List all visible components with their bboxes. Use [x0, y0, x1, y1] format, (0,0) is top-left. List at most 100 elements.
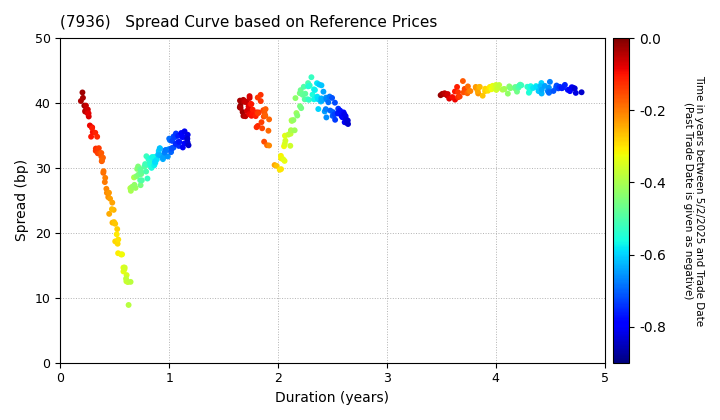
Point: [240, 113, 251, 120]
Point: [135, 170, 147, 176]
Point: [324, 93, 336, 100]
Point: [112, 240, 123, 247]
Point: [259, 112, 271, 118]
Point: [264, 116, 275, 123]
Point: [289, 127, 300, 134]
Point: [295, 105, 307, 111]
Point: [338, 109, 349, 116]
Point: [516, 82, 527, 89]
Point: [107, 219, 118, 226]
Point: [510, 84, 521, 90]
Point: [279, 140, 291, 147]
Point: [279, 158, 290, 164]
Point: [459, 86, 470, 92]
Point: [458, 89, 469, 96]
Point: [80, 102, 91, 109]
Point: [552, 85, 564, 92]
Point: [77, 89, 89, 96]
Point: [297, 92, 308, 98]
Point: [90, 145, 102, 152]
Point: [94, 150, 106, 157]
Point: [513, 82, 525, 89]
Point: [554, 84, 566, 90]
Point: [548, 88, 559, 94]
Point: [539, 83, 551, 89]
Point: [269, 162, 280, 168]
Point: [446, 94, 458, 100]
Point: [312, 96, 324, 102]
Point: [86, 125, 98, 131]
Point: [149, 158, 161, 165]
Point: [160, 147, 171, 154]
Point: [158, 154, 169, 160]
Point: [490, 81, 502, 88]
Point: [256, 125, 268, 131]
Point: [256, 119, 267, 126]
Point: [78, 102, 90, 109]
Point: [243, 103, 254, 110]
Point: [285, 127, 297, 134]
Point: [247, 106, 258, 113]
Point: [120, 275, 132, 282]
Point: [131, 165, 143, 172]
Point: [104, 195, 116, 202]
Point: [316, 97, 328, 104]
Point: [170, 141, 181, 147]
Point: [118, 264, 130, 271]
Point: [170, 130, 181, 137]
Point: [320, 106, 332, 113]
Point: [135, 177, 146, 184]
Point: [497, 86, 508, 93]
Point: [96, 158, 107, 165]
Point: [112, 226, 123, 233]
Point: [294, 90, 305, 97]
Point: [98, 168, 109, 175]
Point: [298, 84, 310, 90]
Point: [82, 106, 94, 113]
Point: [515, 81, 526, 88]
Point: [334, 107, 346, 114]
Point: [119, 264, 130, 271]
Point: [438, 91, 450, 97]
Point: [321, 96, 333, 102]
Point: [320, 94, 332, 101]
Point: [490, 87, 502, 93]
Point: [112, 236, 124, 243]
Point: [79, 108, 91, 115]
Point: [326, 94, 338, 101]
Point: [279, 132, 291, 139]
Point: [477, 92, 488, 99]
Point: [172, 139, 184, 145]
Point: [482, 87, 494, 94]
Point: [542, 88, 554, 94]
Point: [244, 101, 256, 108]
Point: [258, 138, 270, 145]
Point: [181, 135, 193, 142]
Point: [106, 206, 117, 213]
Point: [570, 89, 582, 96]
Point: [288, 117, 300, 123]
Point: [97, 170, 109, 176]
Point: [117, 251, 128, 258]
Point: [246, 113, 257, 119]
Point: [505, 85, 516, 92]
Point: [449, 88, 461, 95]
Point: [107, 199, 118, 206]
Point: [307, 91, 318, 98]
Point: [140, 168, 152, 175]
Point: [315, 95, 327, 102]
Point: [159, 149, 171, 156]
Point: [311, 80, 323, 87]
Point: [77, 94, 89, 101]
Point: [464, 88, 476, 94]
Point: [155, 152, 166, 159]
Point: [462, 83, 474, 90]
Point: [341, 120, 353, 126]
Point: [303, 83, 315, 89]
Point: [179, 128, 190, 135]
Point: [234, 104, 246, 111]
Point: [499, 86, 510, 92]
Point: [163, 135, 175, 142]
Point: [333, 105, 344, 112]
Point: [117, 268, 129, 275]
